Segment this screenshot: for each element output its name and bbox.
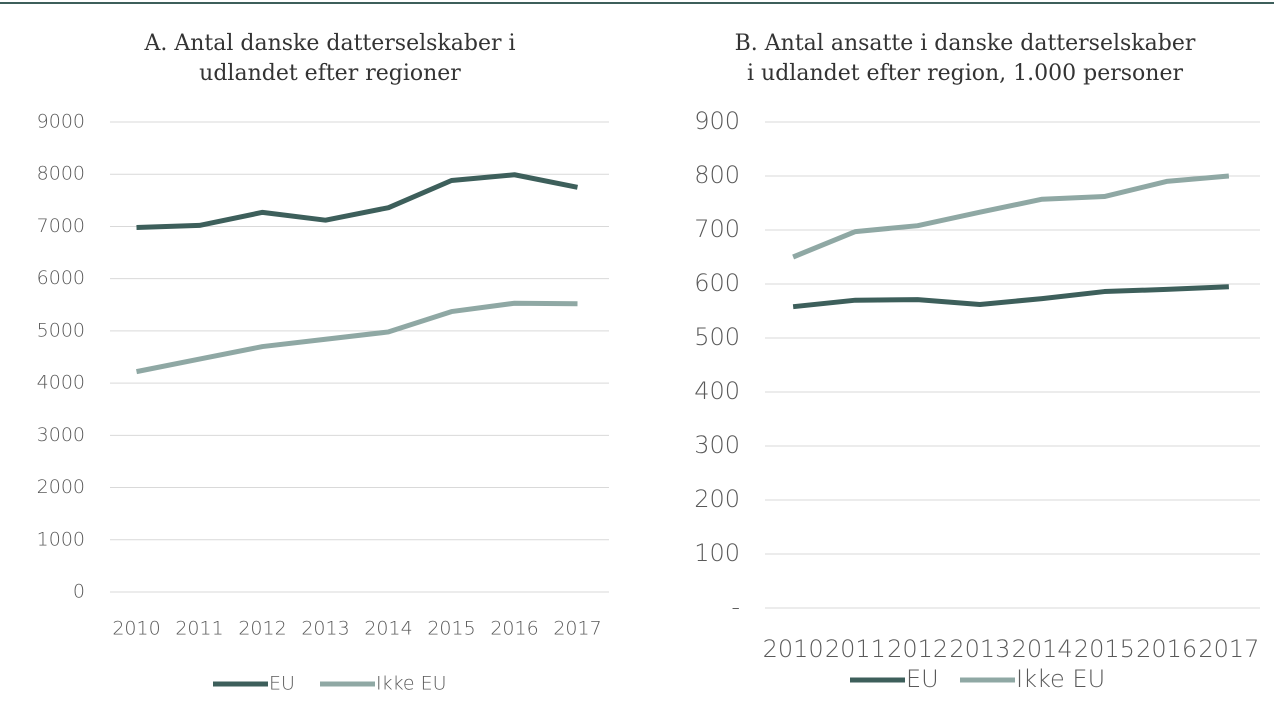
y-tick-label: 300 xyxy=(694,431,740,459)
chart-title: A. Antal danske datterselskaber i xyxy=(143,31,515,56)
x-tick-label: 2013 xyxy=(949,635,1010,663)
x-tick-label: 2016 xyxy=(1136,635,1197,663)
chart-title: i udlandet efter region, 1.000 personer xyxy=(747,61,1183,86)
y-tick-label: 200 xyxy=(694,485,740,513)
x-tick-label: 2017 xyxy=(1198,635,1259,663)
legend-label: Ikke EU xyxy=(1016,665,1105,693)
x-tick-label: 2011 xyxy=(825,635,886,663)
x-tick-label: 2016 xyxy=(490,618,538,640)
x-tick-label: 2011 xyxy=(175,618,223,640)
chart-title: B. Antal ansatte i danske datterselskabe… xyxy=(735,31,1196,56)
y-tick-label: 700 xyxy=(694,215,740,243)
series-line xyxy=(792,284,1229,310)
legend-label: EU xyxy=(269,673,295,695)
y-tick-label: 900 xyxy=(694,107,740,135)
x-tick-label: 2013 xyxy=(301,618,349,640)
chart-title: udlandet efter regioner xyxy=(199,61,461,86)
y-tick-label: 400 xyxy=(694,377,740,405)
series-line xyxy=(792,173,1230,260)
series-line xyxy=(136,172,578,230)
x-tick-label: 2012 xyxy=(238,618,286,640)
y-tick-label: 7000 xyxy=(37,215,85,237)
legend-label: EU xyxy=(906,665,939,693)
y-tick-label: 800 xyxy=(694,161,740,189)
y-tick-label: 1000 xyxy=(37,528,85,550)
series-line xyxy=(136,300,578,375)
y-tick-label: 0 xyxy=(73,581,85,603)
x-tick-label: 2010 xyxy=(763,635,824,663)
y-tick-label: 6000 xyxy=(37,267,85,289)
legend-label: Ikke EU xyxy=(376,673,447,695)
x-tick-label: 2014 xyxy=(364,618,412,640)
x-tick-label: 2015 xyxy=(1074,635,1135,663)
x-tick-label: 2017 xyxy=(553,618,601,640)
y-tick-label: 9000 xyxy=(37,111,85,133)
y-tick-label: 2000 xyxy=(37,476,85,498)
y-tick-label: - xyxy=(731,593,740,621)
x-tick-label: 2015 xyxy=(427,618,475,640)
y-tick-label: 3000 xyxy=(37,424,85,446)
y-tick-label: 100 xyxy=(694,539,740,567)
y-tick-label: 4000 xyxy=(37,372,85,394)
y-tick-label: 8000 xyxy=(37,163,85,185)
y-tick-label: 600 xyxy=(694,269,740,297)
y-tick-label: 500 xyxy=(694,323,740,351)
x-tick-label: 2012 xyxy=(887,635,948,663)
x-tick-label: 2014 xyxy=(1012,635,1073,663)
x-tick-label: 2010 xyxy=(112,618,160,640)
y-tick-label: 5000 xyxy=(37,319,85,341)
